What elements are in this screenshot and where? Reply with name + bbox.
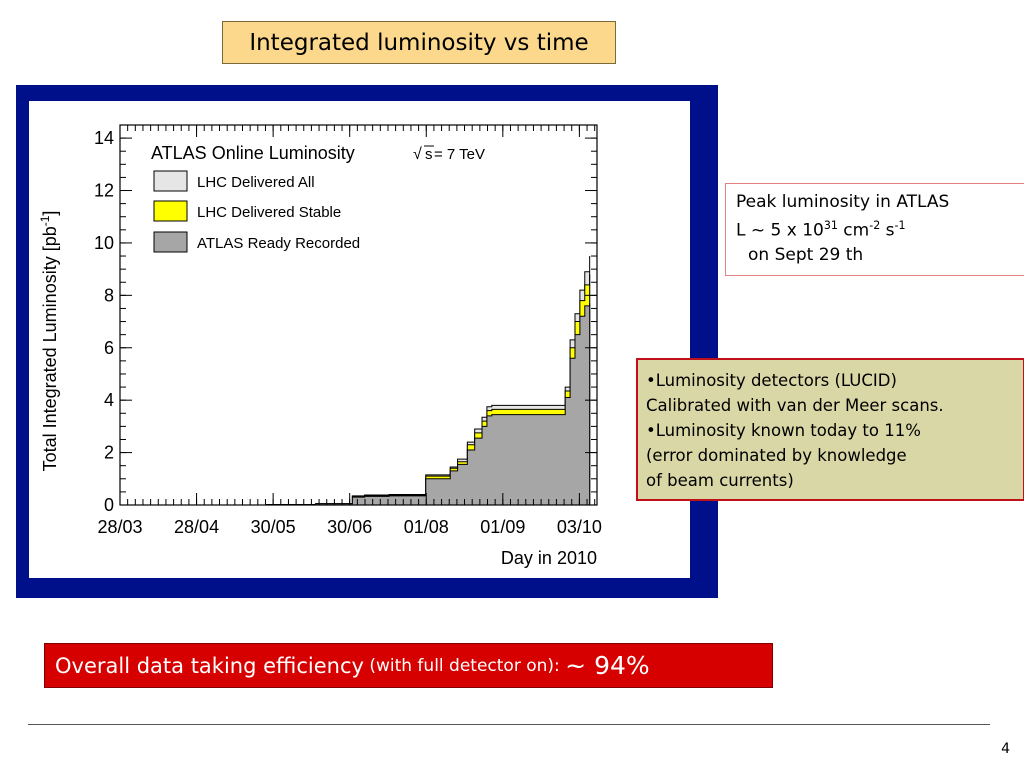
x-tick-label: 28/04: [174, 517, 219, 537]
note-line: (error dominated by knowledge: [646, 446, 907, 465]
y-tick-label: 4: [104, 390, 114, 410]
note-line: •Luminosity detectors (LUCID): [646, 371, 897, 390]
y-tick-label: 10: [94, 233, 114, 253]
page-number: 4: [1001, 741, 1010, 757]
y-tick-label: 12: [94, 181, 114, 201]
chart-panel: 0 2 4 6 8 10 12 14 28/03 28/04 30/05 30/06 01/08 01/0…: [29, 101, 690, 578]
efficiency-value: ~ 94%: [565, 651, 650, 680]
efficiency-banner: Overall data taking efficiency (with ful…: [44, 643, 773, 688]
efficiency-paren: (with full detector on):: [363, 655, 566, 676]
y-tick-label: 14: [94, 128, 114, 148]
legend-label: ATLAS Ready Recorded: [197, 235, 360, 252]
x-tick-label: 01/08: [404, 517, 449, 537]
y-tick-label: 2: [104, 443, 114, 463]
peak-luminosity-box: Peak luminosity in ATLAS L ~ 5 x 1031 cm…: [725, 183, 1024, 276]
legend-swatch: [153, 170, 188, 192]
efficiency-main: Overall data taking efficiency: [55, 653, 364, 678]
luminosity-notes-box: •Luminosity detectors (LUCID) Calibrated…: [636, 358, 1024, 501]
x-tick-label: 28/03: [97, 517, 142, 537]
y-tick-label: 8: [104, 285, 114, 305]
chart-title: ATLAS Online Luminosity: [151, 143, 355, 163]
y-tick-label: 6: [104, 338, 114, 358]
x-tick-label: 01/09: [480, 517, 525, 537]
peak-line-3: on Sept 29 th: [748, 244, 864, 265]
energy-sqrt-symbol: √: [413, 146, 422, 163]
y-tick-label: 0: [104, 495, 114, 515]
legend-swatch: [153, 200, 188, 222]
note-line: •Luminosity known today to 11%: [646, 421, 921, 440]
footer-divider: [28, 724, 990, 725]
energy-label-root: s: [425, 146, 433, 163]
note-line: of beam currents): [646, 471, 794, 490]
y-axis-label: Total Integrated Luminosity [pb-1]: [38, 211, 60, 472]
recorded-area: [120, 303, 591, 506]
legend-label: LHC Delivered All: [197, 174, 315, 191]
plot-frame: [119, 124, 598, 506]
legend-swatch: [153, 231, 188, 253]
luminosity-chart: 0 2 4 6 8 10 12 14 28/03 28/04 30/05 30/06 01/08 01/0…: [38, 124, 602, 568]
x-tick-label: 30/05: [251, 517, 296, 537]
x-tick-label: 03/10: [557, 517, 602, 537]
peak-line-1: Peak luminosity in ATLAS: [736, 192, 950, 212]
x-axis-label: Day in 2010: [501, 548, 597, 568]
note-line: Calibrated with van der Meer scans.: [646, 396, 944, 415]
slide-title: Integrated luminosity vs time: [222, 21, 616, 64]
peak-line-2: L ~ 5 x 1031 cm-2 s-1: [736, 219, 906, 241]
legend-label: LHC Delivered Stable: [197, 204, 341, 221]
energy-label-rest: = 7 TeV: [434, 146, 485, 163]
x-tick-label: 30/06: [327, 517, 372, 537]
